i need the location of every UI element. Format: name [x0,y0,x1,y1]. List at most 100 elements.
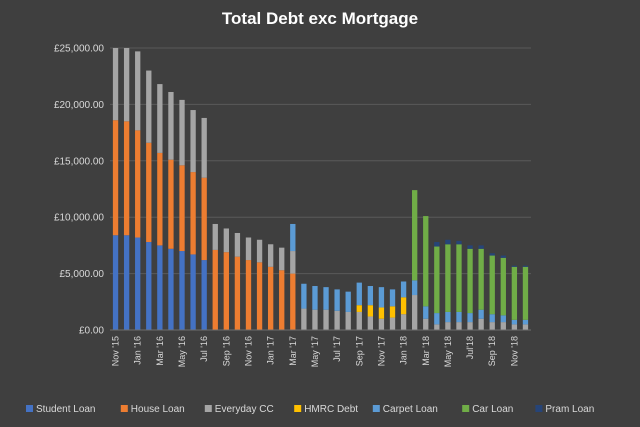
bar-segment [301,283,307,309]
bar-segment [190,172,196,255]
bar-segment [500,257,506,316]
bar-segment [234,256,241,330]
bar-segment [445,311,451,323]
bar-segment [467,322,473,330]
bar-segment [223,228,229,253]
bar-segment [179,165,185,252]
bar-segment [378,318,385,330]
bar-segment [334,289,340,311]
legend-label: Student Loan [36,404,96,415]
bar-segment [478,309,484,319]
legend-item: Student Loan [26,404,96,415]
bar-segment [123,235,130,330]
y-axis-ticks: £0.00 £5,000.00 £10,000.00 £15,000.00 £20,00… [54,44,104,337]
bar-segment [290,223,296,252]
x-tick-label: Jul'18 [465,336,475,359]
legend-swatch [372,405,380,412]
bar-segment [201,117,207,178]
y-tick-label: £10,000.00 [54,213,104,224]
bar-segment [290,251,296,274]
y-tick-label: £25,000.00 [54,44,104,55]
bar-segment [123,121,130,236]
bar-segment [146,242,152,330]
bar-segment [146,70,152,143]
bar-segment [267,266,274,330]
y-tick-label: £5,000.00 [60,269,105,280]
legend-item: Carpet Loan [372,404,438,415]
legend-swatch [26,405,33,412]
bar-segment [500,255,506,258]
legend: Student Loan House Loan Everyday CC HMRC De… [26,404,594,415]
bar-segment [123,48,130,122]
bar-segment [279,270,285,330]
legend-swatch [535,405,543,412]
legend-label: Car Loan [472,404,513,415]
bar-segment [223,252,229,330]
bar-segment [511,319,518,325]
bar-segment [168,248,174,330]
bar-segment [367,316,374,330]
bar-segment [334,310,340,330]
bar-segment [456,240,462,245]
x-axis-ticks: Nov '15 Jan '16 Mar '16 May '16 Jul '16 Sep '… [111,336,520,367]
bar-segment [389,317,396,330]
x-tick-label: Jan '18 [399,336,409,365]
bar-segment [434,324,440,330]
bar-segment [522,324,529,330]
legend-label: House Loan [131,404,185,415]
bar-segment [135,51,141,131]
bar-segment [356,311,362,330]
x-tick-label: Nov '15 [111,336,121,366]
legend-swatch [120,405,128,412]
legend-item: Car Loan [462,404,513,415]
bar-segment [500,315,506,323]
legend-swatch [204,405,212,412]
bar-segment [412,295,418,330]
bar-segment [511,266,518,320]
bar-segment [489,255,495,315]
bar-segment [168,91,174,160]
x-tick-label: Mar '16 [155,336,165,366]
bar-segment [478,245,484,249]
bar-segment [511,265,518,267]
bar-segment [190,254,196,330]
legend-item: Everyday CC [204,404,274,415]
bar-segment [256,239,263,263]
bar-segment [157,84,163,153]
bar-segment [389,289,396,307]
x-tick-label: May '16 [177,336,187,367]
legend-label: Carpet Loan [383,404,438,415]
bar-segment [467,313,473,323]
bar-segment [301,308,307,330]
bar-segment [212,249,218,330]
bar-segment [378,307,385,319]
bar-segment [467,248,473,314]
x-tick-label: Nov '17 [376,336,386,366]
bar-segment [500,322,506,330]
bar-segment [201,177,207,261]
bar-segment [478,318,484,330]
x-tick-label: Sep '18 [487,336,497,366]
bar-segment [112,120,119,236]
x-tick-label: Sep '16 [221,336,231,366]
bar-segment [467,245,473,249]
bar-segment [456,322,462,330]
legend-label: Pram Loan [545,404,594,415]
chart-title: Total Debt exc Mortgage [222,9,418,28]
bar-segment [135,237,141,330]
bar-segment [345,291,351,312]
legend-swatch [294,405,302,412]
bar-segment [323,287,329,310]
bar-segment [412,190,418,281]
bar-segment [179,99,185,166]
bar-segment [190,110,196,173]
bar-segment [135,130,141,238]
bar-segment [267,244,274,267]
legend-item: HMRC Debt [294,404,358,415]
legend-item: House Loan [120,404,185,415]
x-tick-label: May '17 [310,336,320,367]
bar-segment [489,314,495,323]
bar-segment [312,286,318,310]
bar-segment [400,281,407,298]
